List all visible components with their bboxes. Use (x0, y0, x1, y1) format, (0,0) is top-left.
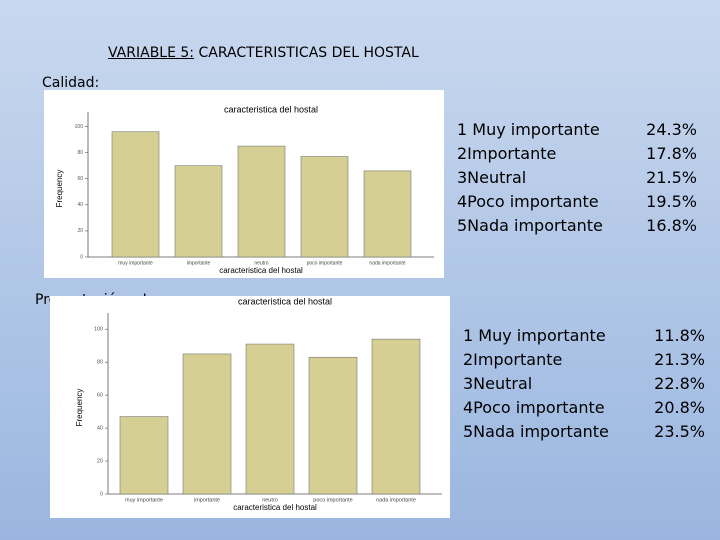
bar (237, 145, 286, 258)
bar (245, 343, 295, 495)
y-tick-label: 0 (80, 254, 83, 260)
heading-text: CARACTERISTICAS DEL HOSTAL (198, 45, 419, 61)
item-label: 2Importante (463, 350, 563, 369)
item-value: 21.3% (654, 350, 705, 369)
bar (300, 156, 349, 258)
item: 4Poco importante 19.5% (457, 190, 717, 214)
item-label: 4Poco importante (463, 398, 605, 417)
item-label: 5Nada importante (457, 216, 603, 235)
y-tick-label: 60 (77, 176, 83, 182)
x-tick-label: importante (187, 260, 211, 266)
item: 4Poco importante 20.8% (463, 396, 720, 420)
x-tick-label: neutro (262, 497, 278, 503)
x-tick-label: neutro (254, 260, 268, 266)
bar (308, 356, 358, 495)
x-tick-label: muy importante (118, 260, 153, 266)
y-axis-label: Frequency (55, 170, 64, 208)
y-tick-label: 0 (100, 491, 103, 497)
item-value: 21.5% (646, 168, 697, 187)
item-value: 23.5% (654, 422, 705, 441)
y-tick-label: 20 (97, 459, 103, 465)
y-tick-label: 100 (94, 327, 103, 333)
item-label: 3Neutral (457, 168, 527, 187)
item-list: 1 Muy importante 11.8% 2Importante 21.3% 3Ne… (463, 324, 720, 444)
bar (371, 338, 421, 495)
y-tick-label: 100 (75, 124, 84, 130)
x-tick-label: importante (194, 497, 220, 503)
heading: VARIABLE 5: CARACTERISTICAS DEL HOSTAL (108, 45, 419, 61)
item-value: 24.3% (646, 120, 697, 139)
y-tick-label: 20 (77, 228, 83, 234)
chart: caracteristica del hostal 0 20 40 60 80 100 Fre… (44, 90, 444, 278)
item-label: 3Neutral (463, 374, 533, 393)
y-tick-label: 40 (77, 202, 83, 208)
item: 5Nada importante 23.5% (463, 420, 720, 444)
item: 5Nada importante 16.8% (457, 214, 717, 238)
item: 1 Muy importante 24.3% (457, 118, 717, 142)
x-axis-label: caracteristica del hostal (219, 266, 303, 275)
item-value: 16.8% (646, 216, 697, 235)
item: 3Neutral 21.5% (457, 166, 717, 190)
bar (111, 131, 160, 258)
bar (174, 165, 223, 258)
item-label: 4Poco importante (457, 192, 599, 211)
x-tick-label: nada importante (369, 260, 405, 266)
item-list: 1 Muy importante 24.3% 2Importante 17.8% 3Ne… (457, 118, 717, 238)
chart-title: caracteristica del hostal (238, 296, 332, 306)
item-value: 17.8% (646, 144, 697, 163)
item: 1 Muy importante 11.8% (463, 324, 720, 348)
y-axis-label: Frequency (75, 389, 84, 427)
item: 2Importante 17.8% (457, 142, 717, 166)
chart: caracteristica del hostal 0 20 40 60 80 100 Fre… (50, 296, 450, 518)
bar (119, 416, 169, 495)
y-tick-label: 40 (97, 426, 103, 432)
y-tick-label: 80 (97, 360, 103, 366)
item-label: 1 Muy importante (463, 326, 606, 345)
bar (182, 353, 232, 495)
item: 2Importante 21.3% (463, 348, 720, 372)
y-tick-label: 60 (97, 393, 103, 399)
y-tick-label: 80 (77, 150, 83, 156)
x-tick-label: poco importante (313, 497, 352, 503)
item: 3Neutral 22.8% (463, 372, 720, 396)
x-axis-label: caracteristica del hostal (233, 503, 317, 512)
section-title: Calidad: (42, 75, 100, 91)
item-value: 20.8% (654, 398, 705, 417)
item-label: 1 Muy importante (457, 120, 600, 139)
heading-label: VARIABLE 5: (108, 45, 195, 61)
x-tick-label: poco importante (307, 260, 343, 266)
x-tick-label: nada importante (376, 497, 416, 503)
x-tick-label: muy importante (125, 497, 163, 503)
bar (363, 170, 412, 258)
item-label: 2Importante (457, 144, 557, 163)
item-value: 22.8% (654, 374, 705, 393)
item-label: 5Nada importante (463, 422, 609, 441)
item-value: 11.8% (654, 326, 705, 345)
chart-title: caracteristica del hostal (224, 104, 318, 114)
item-value: 19.5% (646, 192, 697, 211)
